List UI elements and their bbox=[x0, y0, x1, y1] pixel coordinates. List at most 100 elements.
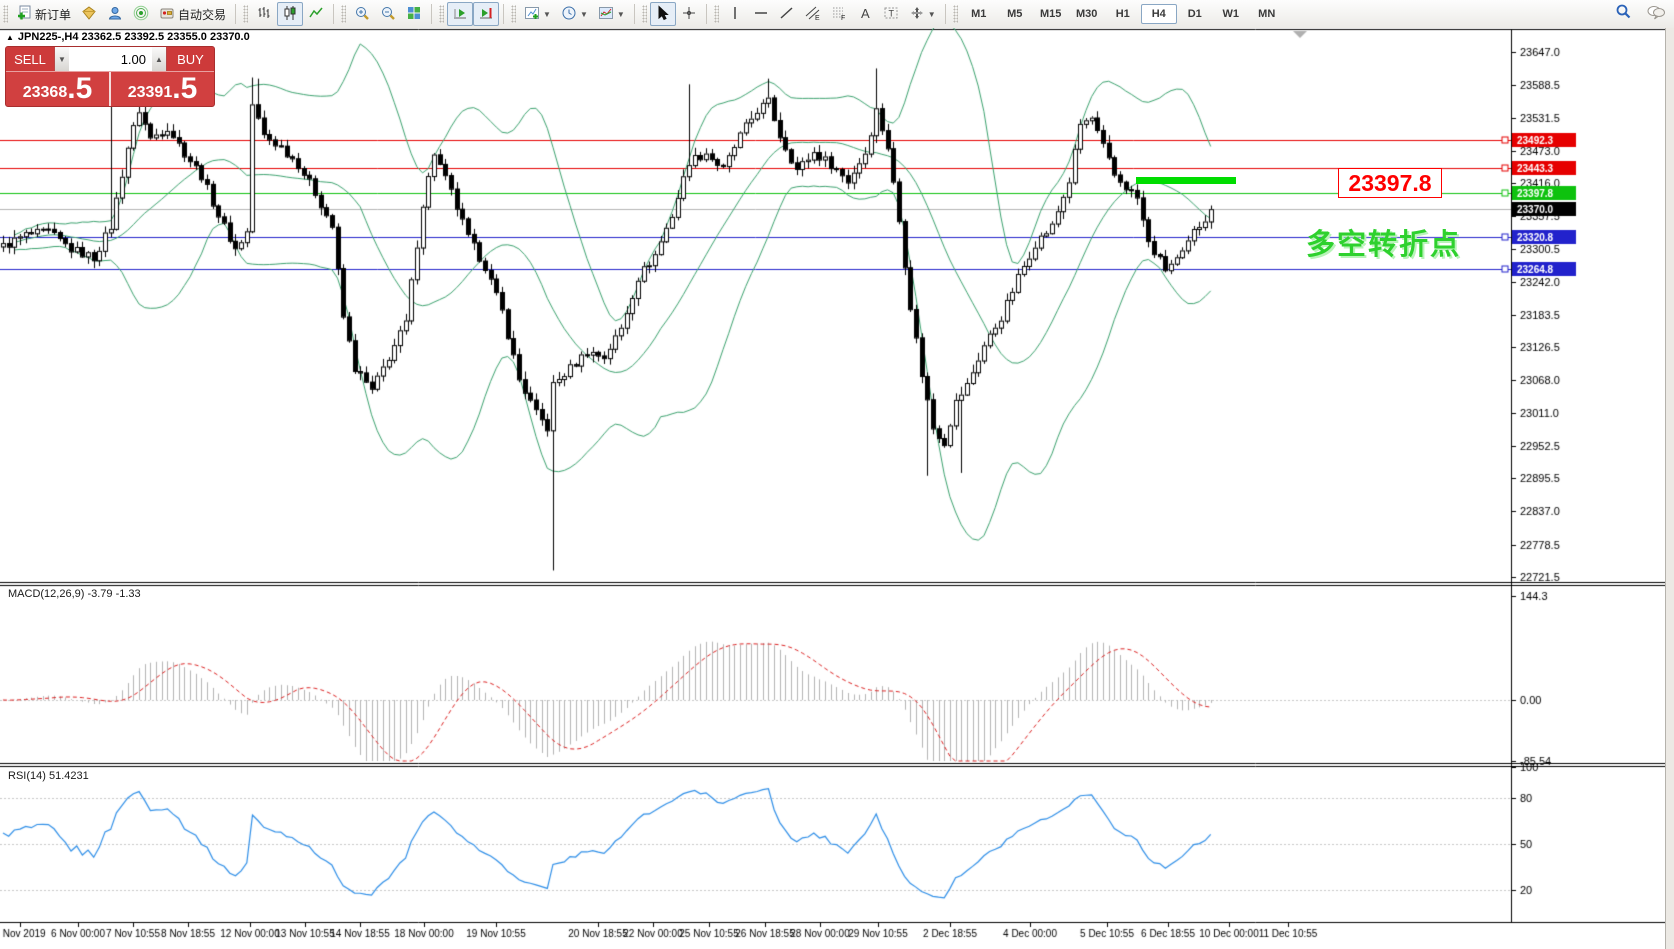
channel-button[interactable]: E bbox=[800, 2, 826, 26]
clock-icon bbox=[561, 5, 577, 24]
autotrading-button[interactable]: 自动交易 bbox=[154, 2, 231, 26]
svg-text:T: T bbox=[888, 8, 894, 18]
autotrading-button-label: 自动交易 bbox=[178, 7, 227, 22]
svg-text:E: E bbox=[815, 15, 820, 21]
tile-windows-button[interactable] bbox=[401, 2, 427, 26]
candles-icon bbox=[282, 5, 298, 24]
toolbar-grip bbox=[3, 5, 8, 23]
zoom-in-icon bbox=[354, 5, 370, 24]
horizontal-line-button[interactable] bbox=[748, 2, 774, 26]
toolbar-separator bbox=[333, 4, 335, 24]
vertical-line-button[interactable] bbox=[722, 2, 748, 26]
volume-increase-button[interactable]: ▲ bbox=[152, 47, 166, 71]
chart-symbol-title: ▲ JPN225-,H4 23362.5 23392.5 23355.0 2337… bbox=[6, 31, 250, 43]
volume-input[interactable]: 1.00 bbox=[69, 47, 152, 71]
line-chart-button[interactable] bbox=[303, 2, 329, 26]
tile-icon bbox=[406, 5, 422, 24]
toolbar-grip bbox=[511, 5, 517, 23]
crosshair-button[interactable] bbox=[676, 2, 702, 26]
one-click-trading-panel: SELL ▼ 1.00 ▲ BUY 23368 .5 23391 .5 bbox=[5, 46, 215, 107]
buy-price-pips: .5 bbox=[172, 72, 198, 105]
zoom-out-icon bbox=[380, 5, 396, 24]
autoscroll-icon bbox=[452, 5, 468, 24]
price-axis[interactable] bbox=[1511, 28, 1666, 922]
timeframe-h4-button[interactable]: H4 bbox=[1140, 4, 1177, 24]
dropdown-caret-icon[interactable]: ▼ bbox=[543, 9, 551, 19]
buy-price-main: 23391 bbox=[127, 84, 173, 101]
new-order-button[interactable]: 新订单 bbox=[11, 2, 76, 26]
indicators-icon bbox=[524, 5, 540, 24]
text-button[interactable]: A bbox=[852, 2, 878, 26]
chat-button[interactable] bbox=[1646, 4, 1666, 25]
chartshift-icon bbox=[478, 5, 494, 24]
fibo-icon: F bbox=[831, 5, 847, 24]
timeframe-m1-button[interactable]: M1 bbox=[971, 8, 987, 20]
buy-price[interactable]: 23391 .5 bbox=[111, 72, 214, 106]
template-icon bbox=[598, 5, 614, 24]
pivot-note-text[interactable]: 多空转折点 bbox=[1306, 229, 1462, 261]
hline-icon bbox=[753, 5, 769, 24]
main-toolbar: 新订单 自动交易 ▼ ▼ ▼ E F A T ▼ M1 M5 M15 M30 H1 H4 D1 W1 MN bbox=[0, 0, 1674, 29]
zoom-in-button[interactable] bbox=[349, 2, 375, 26]
toolbar-grip bbox=[713, 5, 719, 23]
line-icon bbox=[308, 5, 324, 24]
toolbar-separator bbox=[235, 4, 237, 24]
toolbar-grip bbox=[439, 5, 445, 23]
toolbar-grip bbox=[341, 5, 347, 23]
sell-price[interactable]: 23368 .5 bbox=[6, 72, 111, 106]
timeframe-h1-button[interactable]: H1 bbox=[1115, 8, 1130, 20]
sell-price-pips: .5 bbox=[67, 72, 93, 105]
doc-plus-icon bbox=[16, 5, 32, 24]
metaeditor-button[interactable] bbox=[76, 2, 102, 26]
toolbar-grip bbox=[243, 5, 249, 23]
label-t-icon: T bbox=[883, 5, 899, 24]
timeframe-w1-button[interactable]: W1 bbox=[1222, 8, 1239, 20]
toolbar-separator bbox=[431, 4, 433, 24]
svg-text:A: A bbox=[861, 6, 870, 21]
toolbar-grip bbox=[952, 5, 958, 23]
buy-button[interactable]: BUY bbox=[166, 47, 214, 71]
user-cloud-icon bbox=[107, 5, 123, 24]
sell-button[interactable]: SELL bbox=[6, 47, 55, 71]
timeframe-mn-button[interactable]: MN bbox=[1258, 8, 1276, 20]
cursor-button[interactable] bbox=[649, 2, 676, 26]
dropdown-caret-icon[interactable]: ▼ bbox=[616, 9, 625, 19]
chart-shift-button[interactable] bbox=[473, 2, 500, 26]
bars-icon bbox=[256, 5, 272, 24]
bar-chart-button[interactable] bbox=[251, 2, 277, 26]
indicators-button[interactable]: ▼ bbox=[519, 2, 556, 26]
timeframe-m15-button[interactable]: M15 bbox=[1040, 8, 1062, 20]
window-scrollbar[interactable] bbox=[1665, 28, 1674, 949]
robot-icon bbox=[159, 5, 175, 24]
toolbar-separator bbox=[633, 4, 635, 24]
svg-text:F: F bbox=[841, 15, 845, 21]
candlestick-button[interactable] bbox=[277, 2, 304, 26]
chart-canvas[interactable] bbox=[0, 28, 1674, 949]
timeframe-m30-button[interactable]: M30 bbox=[1076, 8, 1098, 20]
profile-button[interactable] bbox=[102, 2, 128, 26]
timeframe-d1-button[interactable]: D1 bbox=[1187, 8, 1202, 20]
trend-highlight-line[interactable] bbox=[1136, 177, 1236, 184]
label-button[interactable]: T bbox=[878, 2, 904, 26]
fibonacci-button[interactable]: F bbox=[826, 2, 852, 26]
timeframe-m5-button[interactable]: M5 bbox=[1007, 8, 1023, 20]
signals-button[interactable] bbox=[128, 2, 154, 26]
auto-scroll-button[interactable] bbox=[447, 2, 474, 26]
search-button[interactable] bbox=[1614, 3, 1632, 26]
time-axis[interactable] bbox=[0, 923, 1510, 949]
dropdown-caret-icon[interactable]: ▼ bbox=[579, 9, 588, 19]
channel-icon: E bbox=[805, 5, 821, 24]
dropdown-caret-icon[interactable]: ▼ bbox=[927, 9, 936, 19]
trendline-button[interactable] bbox=[774, 2, 800, 26]
templates-button[interactable]: ▼ bbox=[593, 2, 630, 26]
panel-collapse-icon[interactable]: ▲ bbox=[6, 33, 14, 42]
volume-decrease-button[interactable]: ▼ bbox=[55, 47, 69, 71]
zoom-out-button[interactable] bbox=[375, 2, 401, 26]
periods-button[interactable]: ▼ bbox=[556, 2, 593, 26]
signal-icon bbox=[133, 5, 149, 24]
arrows-button[interactable]: ▼ bbox=[904, 2, 941, 26]
arrows-icon bbox=[909, 5, 925, 24]
rsi-indicator-label: RSI(14) 51.4231 bbox=[8, 770, 89, 782]
cursor-icon bbox=[655, 4, 671, 24]
price-callout-box[interactable]: 23397.8 bbox=[1338, 168, 1442, 198]
